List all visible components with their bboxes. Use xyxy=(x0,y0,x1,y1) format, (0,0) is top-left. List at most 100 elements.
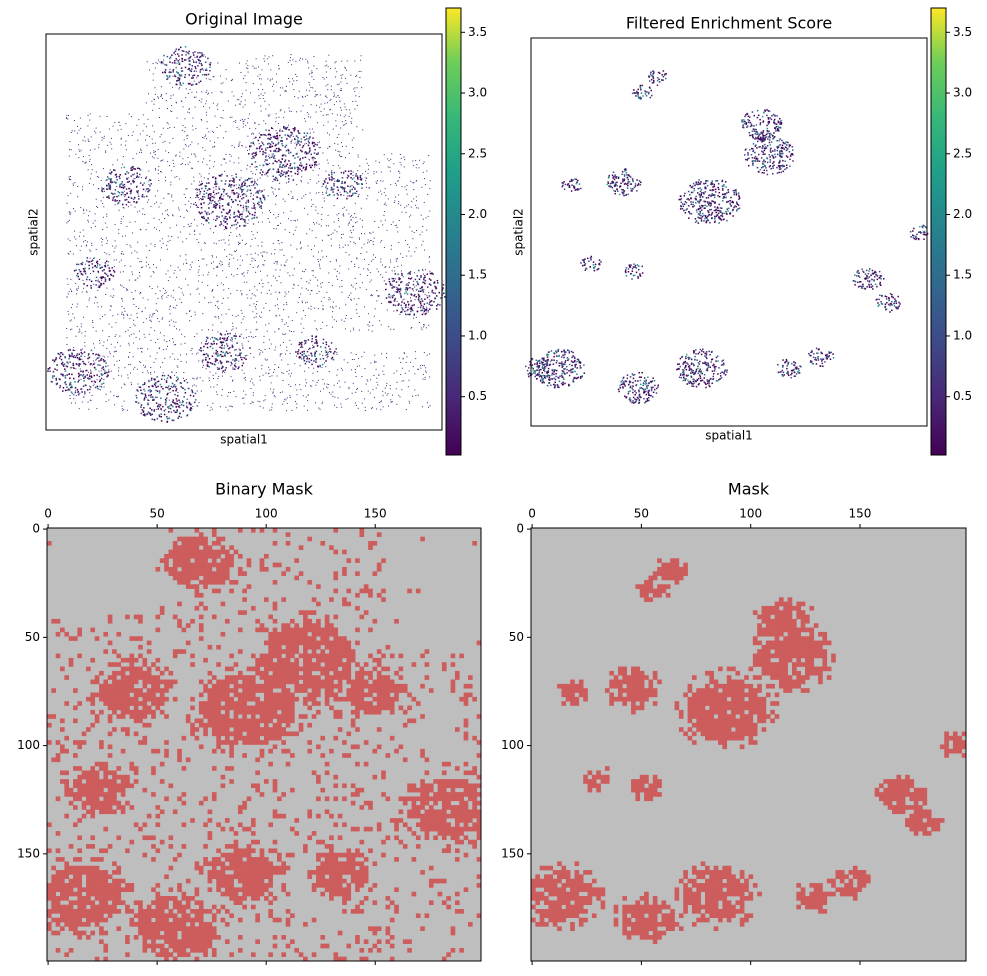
spot xyxy=(109,309,111,311)
spot xyxy=(330,173,333,176)
spot xyxy=(296,389,298,391)
spot xyxy=(245,89,247,91)
spot xyxy=(75,153,77,155)
spot xyxy=(155,62,157,64)
spot xyxy=(215,256,217,258)
spot xyxy=(240,169,242,171)
spot xyxy=(209,198,211,200)
spot xyxy=(328,194,330,197)
spot xyxy=(203,364,205,366)
spot xyxy=(430,304,432,307)
spot xyxy=(372,231,374,233)
spot xyxy=(406,193,408,195)
spot xyxy=(428,353,430,355)
spot xyxy=(146,61,148,63)
spot xyxy=(354,266,356,268)
spot xyxy=(240,101,242,103)
spot xyxy=(148,380,150,383)
spot xyxy=(120,144,122,146)
spot xyxy=(373,315,375,317)
spot xyxy=(80,370,82,373)
spot xyxy=(83,380,85,382)
spot xyxy=(244,379,246,381)
spot xyxy=(307,144,310,147)
spot xyxy=(95,330,97,332)
spot xyxy=(277,188,279,190)
spot xyxy=(71,291,73,293)
spot xyxy=(73,398,75,400)
spot xyxy=(124,196,126,198)
spot xyxy=(199,233,201,235)
spot xyxy=(194,56,196,58)
spot xyxy=(319,265,321,267)
spot xyxy=(223,347,225,349)
spot xyxy=(345,252,347,254)
spot xyxy=(355,216,357,218)
spot xyxy=(240,177,242,179)
spot xyxy=(229,392,231,394)
spot xyxy=(279,344,281,346)
spot xyxy=(209,160,211,162)
spot xyxy=(59,378,61,381)
spot xyxy=(280,140,282,142)
spot xyxy=(262,94,264,96)
spot xyxy=(148,412,151,415)
spot xyxy=(388,296,390,298)
spot xyxy=(173,60,176,62)
spot xyxy=(174,411,177,414)
spot xyxy=(305,152,308,155)
spot xyxy=(247,201,250,203)
spot xyxy=(132,198,135,200)
spot xyxy=(382,406,384,408)
spot xyxy=(279,130,281,132)
spot xyxy=(228,211,231,213)
spot xyxy=(296,143,298,146)
spot xyxy=(158,117,160,119)
spot xyxy=(322,342,324,345)
spot xyxy=(249,347,251,349)
spot xyxy=(89,158,91,160)
spot xyxy=(179,84,182,86)
spot xyxy=(340,74,342,76)
spot xyxy=(79,392,81,394)
spot xyxy=(139,275,141,277)
spot xyxy=(266,252,268,254)
spot xyxy=(414,389,416,391)
spot xyxy=(243,397,245,399)
spot xyxy=(96,385,99,388)
spot xyxy=(215,343,218,345)
spot xyxy=(315,338,317,341)
spot xyxy=(220,117,222,119)
spot xyxy=(120,128,122,130)
spot xyxy=(100,200,102,202)
spot xyxy=(222,117,224,119)
spot xyxy=(130,333,132,335)
spot xyxy=(146,397,148,399)
spot xyxy=(275,314,277,316)
spot xyxy=(201,64,203,67)
spot xyxy=(271,85,273,87)
spot xyxy=(174,269,176,271)
spot xyxy=(236,215,238,217)
spot xyxy=(153,378,155,380)
spot xyxy=(302,96,304,98)
spot xyxy=(68,384,71,387)
spot xyxy=(306,138,308,140)
spot xyxy=(404,288,407,291)
spot xyxy=(186,135,188,137)
spot xyxy=(292,274,294,276)
spot xyxy=(88,356,91,359)
spot xyxy=(420,276,422,279)
spot xyxy=(390,223,392,225)
spot xyxy=(150,396,152,398)
spot xyxy=(77,380,80,383)
spot xyxy=(236,127,238,129)
spot xyxy=(391,401,393,403)
spot xyxy=(178,79,181,82)
spot xyxy=(221,314,223,316)
spot xyxy=(114,240,116,242)
spot xyxy=(171,371,173,373)
spot xyxy=(67,195,69,197)
spot xyxy=(221,361,223,364)
spot xyxy=(198,100,200,102)
